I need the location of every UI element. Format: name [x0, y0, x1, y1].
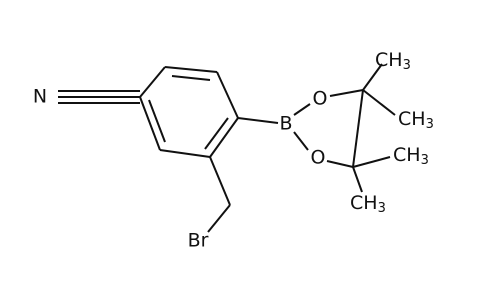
bond: [362, 89, 396, 116]
atom-label: CH: [375, 49, 403, 71]
atom-label: CH: [398, 108, 426, 130]
bond: [209, 117, 239, 158]
bond: [237, 117, 279, 124]
bond: [352, 89, 364, 168]
bond: [352, 166, 363, 193]
bond: [329, 89, 364, 97]
subscript: 3: [378, 201, 386, 216]
bond: [293, 131, 309, 151]
bonds: [58, 63, 396, 233]
bond: [171, 75, 211, 81]
methyl-label: CH3: [350, 192, 386, 216]
atom-label: O: [311, 147, 326, 169]
methyl-label: CH3: [398, 108, 434, 132]
subscript: 3: [421, 153, 429, 168]
bond: [164, 66, 218, 73]
subscript: 3: [426, 117, 434, 132]
bond: [326, 160, 354, 168]
atom-label: CH: [393, 144, 421, 166]
bond: [293, 103, 311, 116]
atom-label: Br: [188, 230, 209, 252]
bond: [139, 96, 161, 151]
atom-label: O: [313, 88, 328, 110]
bond: [139, 66, 166, 98]
atom-label: N: [33, 86, 47, 108]
bond: [209, 156, 231, 206]
bond: [148, 99, 166, 143]
subscript: 3: [403, 58, 411, 73]
methyl-label: CH3: [375, 49, 411, 73]
bond: [159, 149, 211, 158]
bond: [362, 63, 383, 91]
bond: [204, 117, 229, 150]
atom-label: B: [279, 113, 292, 135]
atom-label: CH: [350, 192, 378, 214]
methyl-label: CH3: [393, 144, 429, 168]
bond: [207, 204, 231, 233]
bond: [352, 156, 391, 168]
bond: [216, 71, 239, 119]
